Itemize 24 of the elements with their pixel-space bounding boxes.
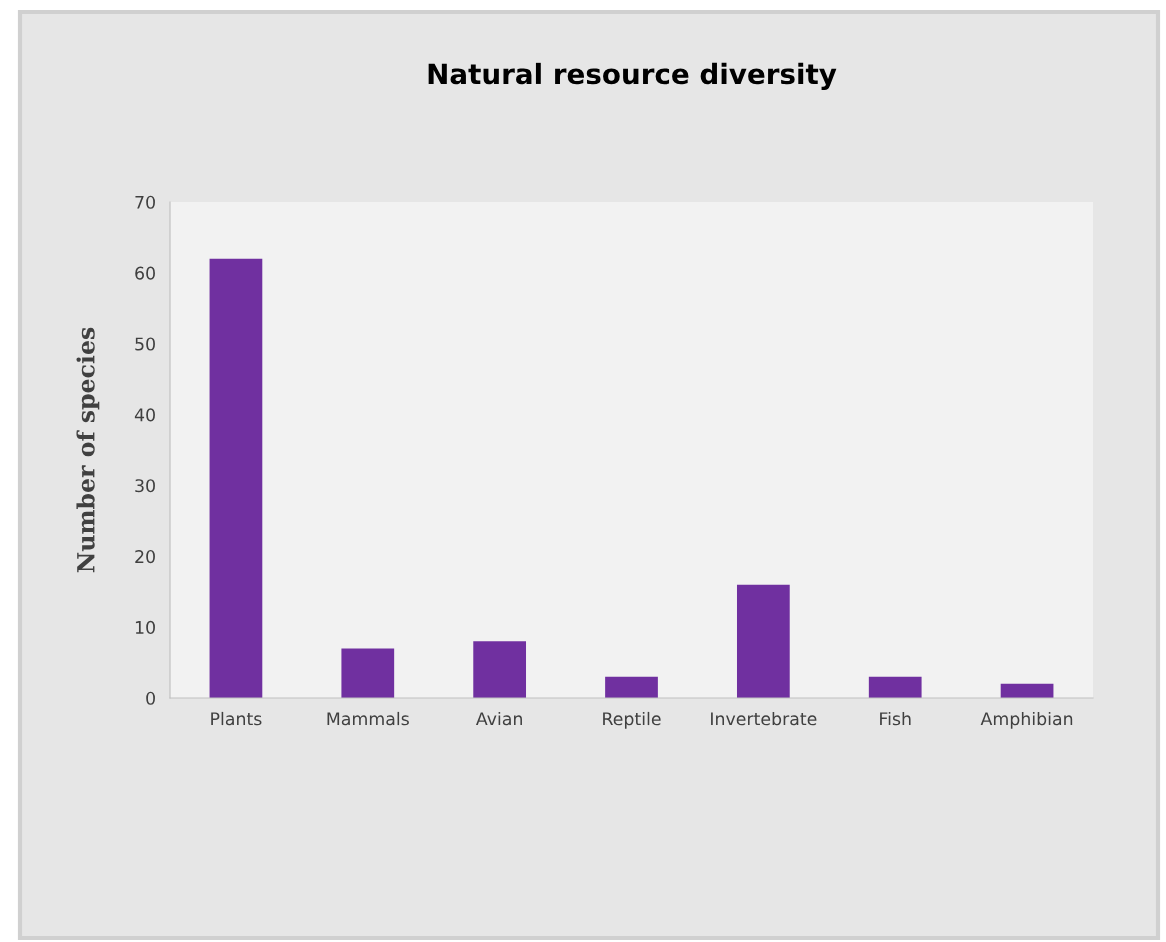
x-tick-label: Mammals (327, 711, 409, 726)
y-tick-label: 30 (135, 479, 155, 493)
bar (473, 641, 527, 698)
chart-title: Natural resource diversity (428, 62, 837, 90)
y-tick-label: 60 (135, 266, 155, 280)
y-tick-label: 40 (134, 408, 155, 422)
bar (209, 258, 263, 698)
y-tick-label: 50 (135, 337, 155, 351)
bar (868, 676, 922, 698)
bar (1000, 683, 1054, 698)
x-tick-label: Reptile (603, 711, 661, 729)
x-tick-label: Plants (211, 711, 262, 726)
x-tick-label: Avian (475, 711, 522, 726)
y-tick-label: 10 (135, 620, 155, 634)
x-tick-label: Invertebrate (711, 711, 817, 726)
y-tick-label: 70 (135, 195, 155, 209)
bar (605, 676, 658, 698)
y-tick-label: 20 (135, 550, 155, 564)
y-tick-label: 0 (146, 691, 155, 705)
x-tick-label: Fish (880, 711, 911, 726)
bar (341, 648, 395, 698)
x-tick-label: Amphibian (980, 711, 1073, 729)
bar (736, 584, 790, 698)
y-axis-title: Number of species (76, 327, 100, 573)
